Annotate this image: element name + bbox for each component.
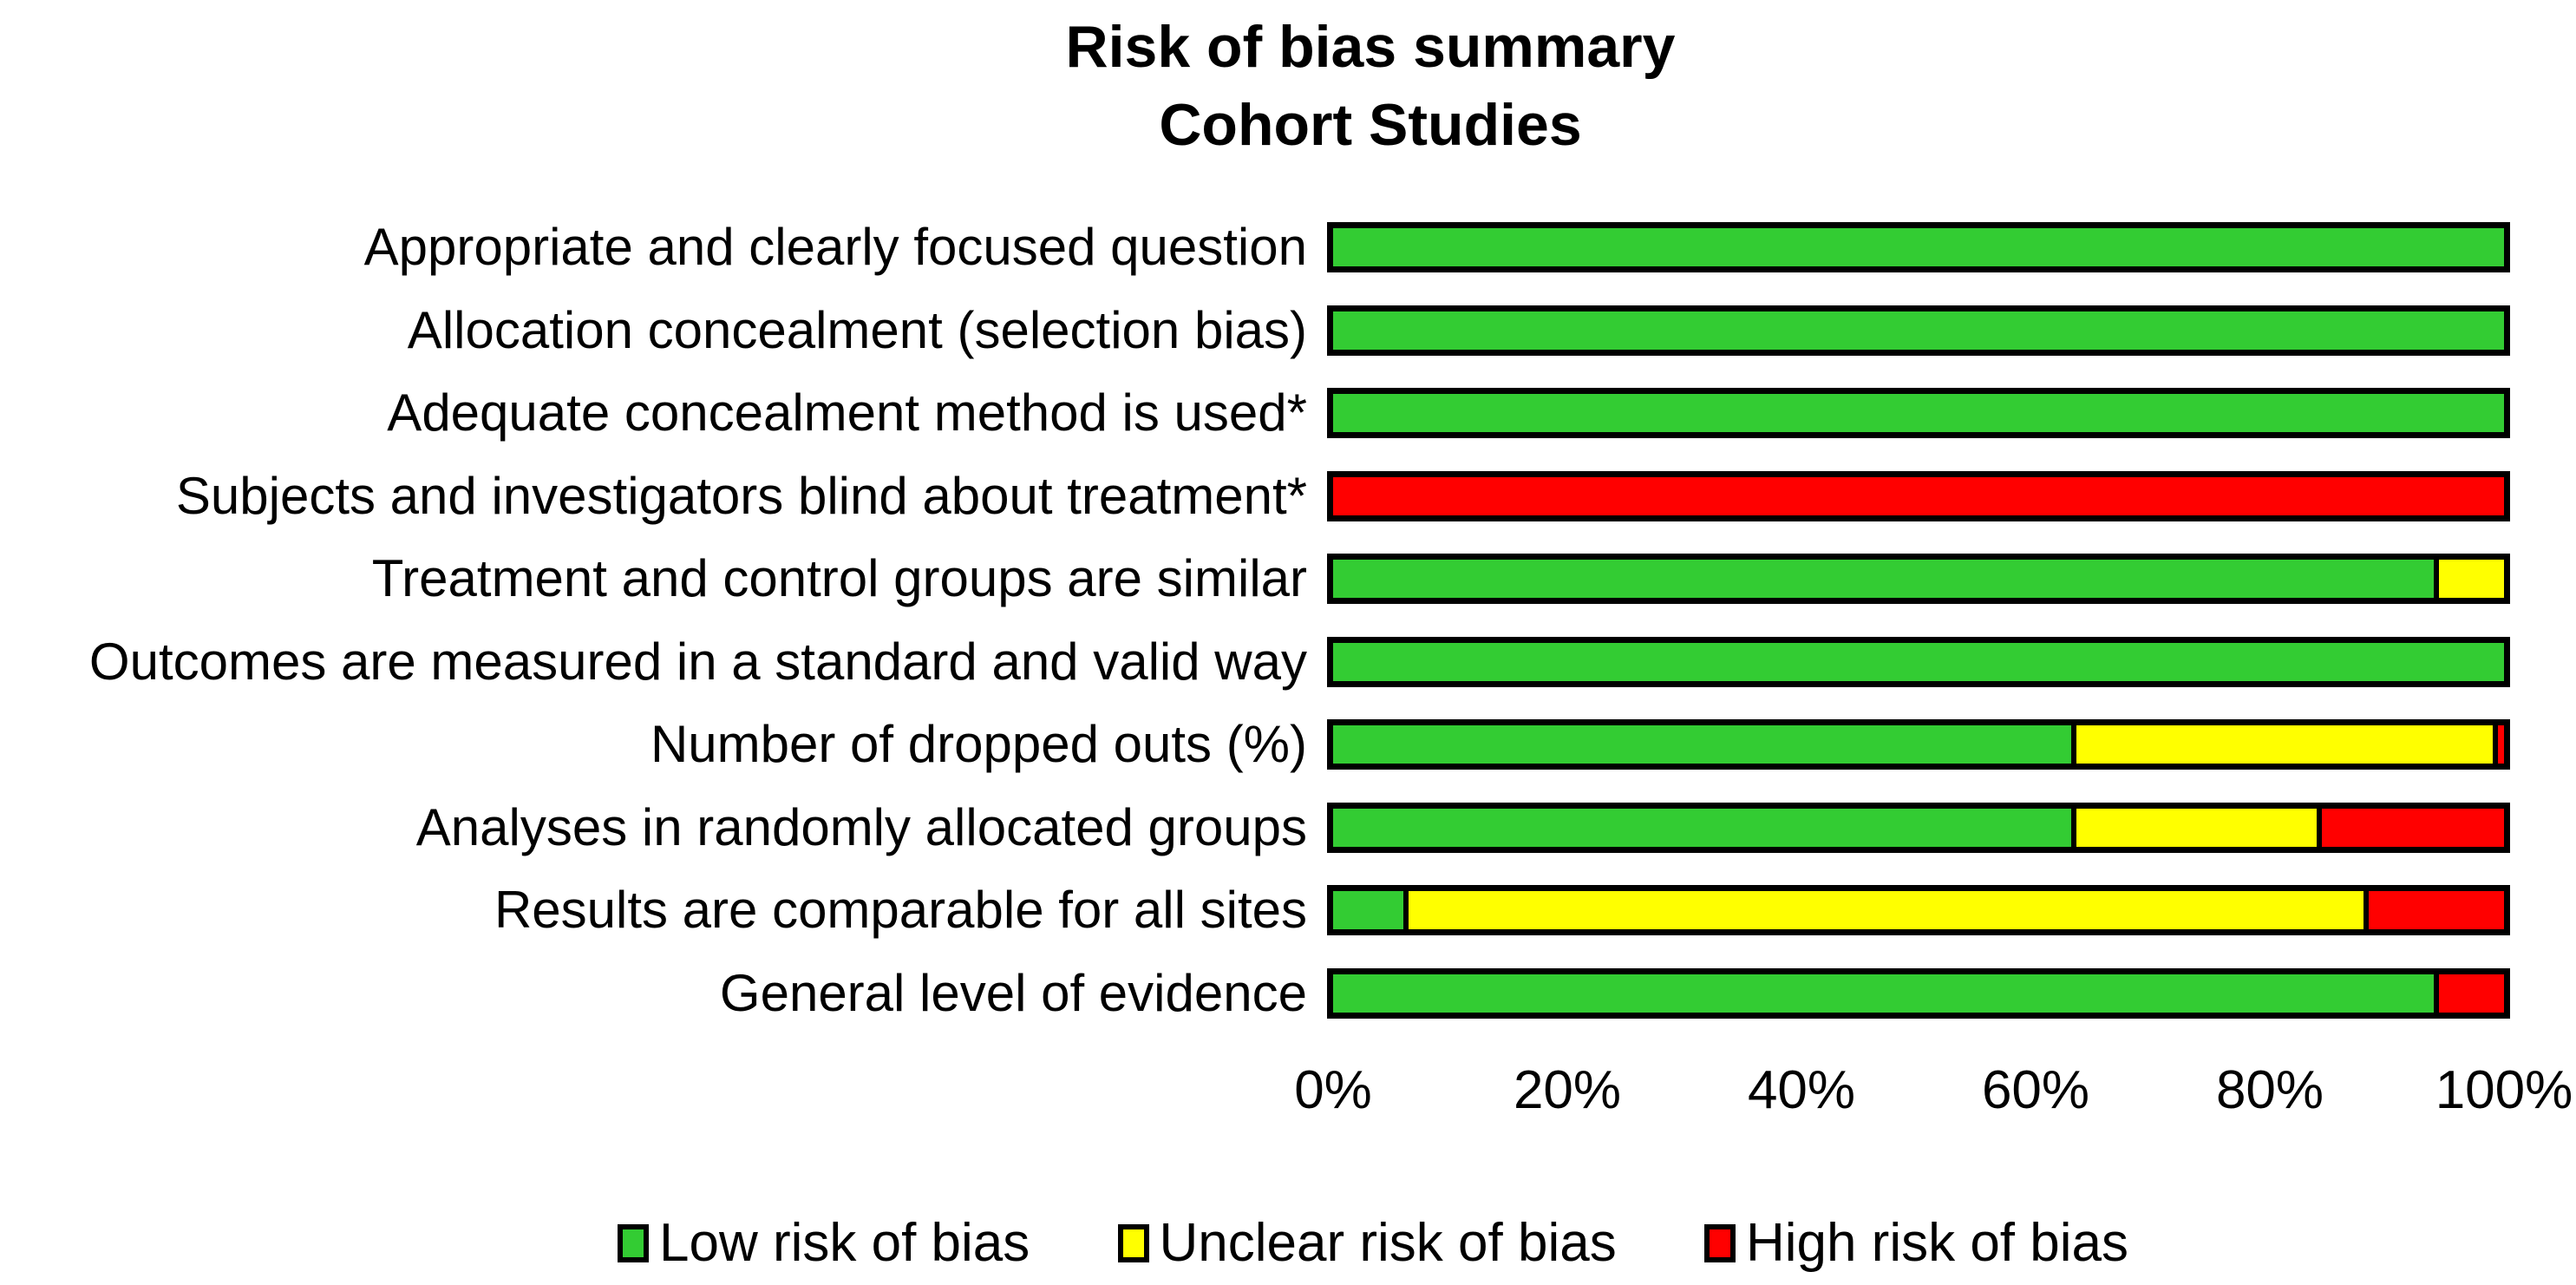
bar-segment-low [1333,808,2071,847]
stacked-bar [1327,885,2510,935]
legend-swatch-unclear [1117,1224,1149,1262]
category-label: Outcomes are measured in a standard and … [88,632,1307,691]
stacked-bar [1327,222,2510,272]
bar-segment-high [2317,808,2504,847]
stacked-bar [1327,802,2510,853]
category-label: Analyses in randomly allocated groups [415,797,1307,856]
bar-segment-unclear [1403,891,2364,929]
legend-entry-unclear: Unclear risk of bias [1117,1213,1617,1273]
x-axis-tick-label: 20% [1513,1060,1622,1120]
chart-row: Analyses in randomly allocated groups [0,797,2576,856]
category-label: Results are comparable for all sites [494,881,1307,939]
legend-swatch-high [1703,1224,1736,1262]
bar-segment-high [1333,476,2504,515]
chart-row: Results are comparable for all sites [0,881,2576,939]
x-axis-tick-label: 0% [1294,1060,1372,1120]
legend-label-unclear: Unclear risk of bias [1159,1213,1617,1273]
x-axis-tick-label: 80% [2215,1060,2324,1120]
chart-row: Allocation concealment (selection bias) [0,300,2576,359]
chart-row: Outcomes are measured in a standard and … [0,632,2576,691]
legend: Low risk of bias Unclear risk of bias High… [618,1216,2128,1270]
chart-row: Adequate concealment method is used* [0,384,2576,442]
stacked-bar [1327,967,2510,1019]
bar-segment-low [1333,560,2434,598]
bar-segment-low [1333,394,2504,432]
category-label: General level of evidence [719,963,1307,1022]
bar-segment-low [1333,725,2071,764]
bar-segment-low [1333,642,2504,681]
stacked-bar [1327,388,2510,438]
category-label: Treatment and control groups are similar [371,549,1307,607]
category-label: Appropriate and clearly focused question [363,218,1307,276]
bar-segment-high [2434,974,2504,1013]
category-label: Number of dropped outs (%) [650,715,1307,773]
legend-swatch-low [618,1224,649,1262]
bar-segment-unclear [2070,808,2317,847]
legend-entry-high: High risk of bias [1703,1213,2128,1273]
bar-segment-unclear [2434,560,2504,598]
chart-subtitle: Cohort Studies [1159,91,1582,158]
legend-label-low: Low risk of bias [659,1213,1030,1273]
category-label: Allocation concealment (selection bias) [407,300,1307,359]
chart-title: Risk of bias summary [1065,14,1676,80]
stacked-bar [1327,719,2510,770]
stacked-bar [1327,636,2510,687]
chart-row: Treatment and control groups are similar [0,549,2576,607]
bar-segment-unclear [2070,725,2493,764]
category-label: Subjects and investigators blind about t… [175,466,1307,525]
bar-segment-low [1333,228,2504,266]
stacked-bar [1327,305,2510,356]
x-axis-tick-label: 100% [2435,1060,2573,1120]
stacked-bar [1327,470,2510,521]
legend-entry-low: Low risk of bias [618,1216,1030,1270]
x-axis-tick-label: 40% [1747,1060,1856,1120]
chart-row: Number of dropped outs (%) [0,715,2576,773]
bar-segment-high [2492,725,2504,764]
bar-segment-low [1333,311,2504,350]
bar-segment-low [1333,974,2434,1013]
bar-segment-high [2364,891,2504,929]
bar-segment-low [1333,891,1403,929]
chart-row: Appropriate and clearly focused question [0,218,2576,276]
chart-row: General level of evidence [0,963,2576,1022]
chart-title-block: Risk of bias summary Cohort Studies [165,9,2576,165]
stacked-bar [1327,554,2510,604]
legend-label-high: High risk of bias [1745,1213,2128,1273]
chart-row: Subjects and investigators blind about t… [0,466,2576,525]
x-axis-tick-label: 60% [1981,1060,2090,1120]
category-label: Adequate concealment method is used* [387,384,1307,442]
